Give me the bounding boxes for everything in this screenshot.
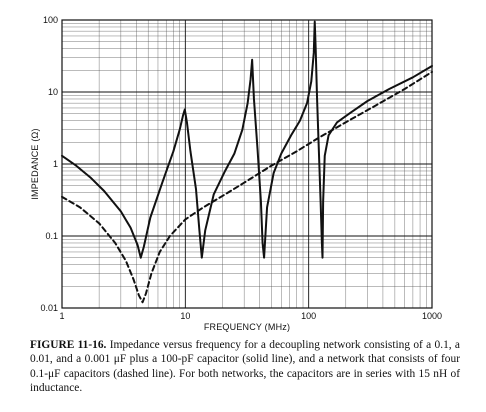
figure-caption-label: FIGURE 11-16. [30, 339, 107, 351]
series-solid-line [61, 20, 433, 259]
series-lines [61, 20, 433, 304]
series-dashed-line [61, 70, 433, 304]
y-axis-label: IMPEDANCE (Ω) [30, 128, 40, 199]
y-tick-label: 100 [43, 15, 58, 25]
x-tick-label: 1 [59, 311, 64, 321]
figure-caption-text: Impedance versus frequency for a decoupl… [30, 339, 460, 395]
x-tick-label: 100 [301, 311, 316, 321]
figure-caption: FIGURE 11-16. Impedance versus frequency… [30, 338, 460, 396]
tick-labels: 1 10 100 1000 100 10 1 0.1 0.01 [40, 15, 442, 321]
y-tick-label: 1 [53, 159, 58, 169]
y-tick-label: 0.1 [45, 231, 58, 241]
grid-lines [62, 20, 432, 308]
x-axis-label: FREQUENCY (MHz) [204, 322, 290, 332]
x-tick-label: 1000 [422, 311, 442, 321]
y-tick-label: 10 [48, 87, 58, 97]
y-tick-label: 0.01 [40, 303, 58, 313]
plot-frame [61, 19, 433, 309]
x-tick-label: 10 [180, 311, 190, 321]
